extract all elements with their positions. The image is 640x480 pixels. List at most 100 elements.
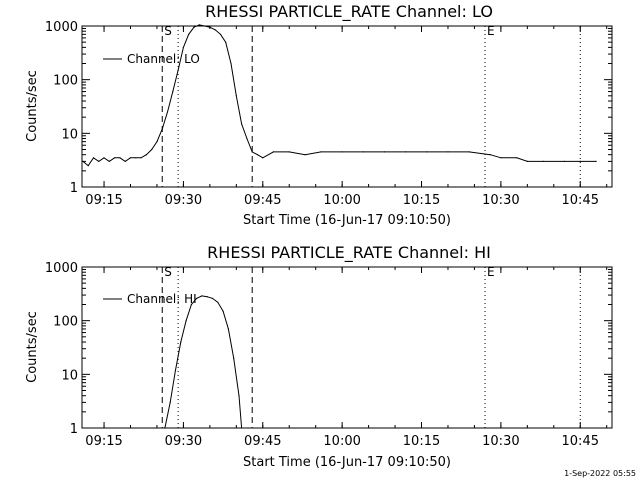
data-point-hi — [222, 310, 224, 312]
axis-ticks-hi: 09:15 09:30 09:45 10:00 10:15 10:30 10:45 1 10 10… — [45, 261, 612, 449]
marker-label-lo: S — [164, 24, 172, 38]
y-tick-label-lo: 1000 — [45, 20, 78, 35]
data-point-lo — [103, 157, 105, 159]
x-tick-label-lo: 10:15 — [403, 193, 440, 208]
data-point-lo — [209, 26, 211, 28]
data-point-lo — [246, 137, 248, 140]
data-point-hi — [238, 395, 240, 397]
data-point-lo — [82, 160, 84, 162]
data-point-lo — [262, 157, 264, 159]
data-point-lo — [241, 123, 243, 125]
y-tick-label-lo: 1 — [70, 181, 78, 196]
x-tick-label-hi: 10:30 — [482, 434, 519, 449]
y-tick-label-hi: 10 — [61, 368, 78, 383]
x-tick-label-lo: 10:45 — [562, 193, 599, 208]
data-point-hi — [164, 427, 166, 429]
plot-frame-lo — [81, 25, 613, 188]
y-axis-label-lo: Counts/sec — [25, 70, 40, 142]
data-point-lo — [500, 157, 502, 159]
chart-title-hi: RHESSI PARTICLE_RATE Channel: HI — [207, 243, 491, 263]
data-point-lo — [304, 154, 306, 156]
data-point-lo — [230, 62, 232, 65]
x-tick-label-hi: 09:15 — [85, 434, 122, 449]
x-tick-label-hi: 09:30 — [165, 434, 202, 449]
data-point-lo — [542, 160, 544, 162]
data-point-hi — [180, 341, 182, 343]
data-point-hi — [201, 295, 203, 297]
axis-ticks-lo: 09:15 09:30 09:45 10:00 10:15 10:30 10:45 1 10 10… — [45, 20, 612, 208]
data-point-lo — [156, 141, 158, 143]
data-point-hi — [227, 328, 229, 330]
data-point-hi — [169, 401, 171, 403]
data-point-lo — [145, 154, 147, 156]
data-point-lo — [235, 95, 237, 97]
data-point-lo — [166, 111, 169, 113]
data-point-lo — [188, 33, 190, 35]
y-tick-label-hi: 100 — [53, 315, 78, 330]
data-point-lo — [119, 157, 121, 159]
marker-label-hi: E — [487, 265, 495, 279]
legend-label-hi: Channel: HI — [127, 292, 197, 306]
data-point-lo — [108, 160, 110, 162]
data-point-lo — [98, 160, 100, 162]
timestamp-stamp: 1-Sep-2022 05:55 — [564, 469, 636, 478]
x-tick-label-hi: 10:00 — [323, 434, 360, 449]
x-axis-label-hi: Start Time (16-Jun-17 09:10:50) — [243, 455, 451, 470]
plot-frame-hi — [81, 266, 613, 429]
x-tick-label-lo: 09:45 — [244, 193, 281, 208]
y-tick-label-lo: 100 — [53, 74, 78, 89]
data-point-hi — [233, 357, 235, 359]
data-point-lo — [526, 160, 528, 162]
data-point-lo — [383, 151, 386, 153]
data-point-lo — [198, 24, 200, 26]
data-point-lo — [177, 69, 179, 71]
x-tick-label-hi: 10:15 — [403, 434, 440, 449]
data-point-lo — [129, 157, 132, 159]
data-point-lo — [563, 160, 566, 162]
data-point-lo — [288, 151, 290, 153]
series-line-hi — [164, 295, 243, 429]
chart-title-lo: RHESSI PARTICLE_RATE Channel: LO — [205, 2, 493, 22]
data-point-lo — [426, 151, 428, 153]
data-point-lo — [272, 151, 274, 153]
data-point-lo — [405, 151, 407, 153]
data-point-lo — [182, 46, 184, 49]
marker-label-lo: E — [487, 24, 495, 38]
y-tick-label-hi: 1 — [70, 422, 78, 437]
data-point-lo — [468, 151, 470, 153]
data-point-lo — [124, 160, 126, 162]
x-tick-label-lo: 10:00 — [323, 193, 360, 208]
data-point-lo — [579, 160, 581, 162]
data-point-lo — [161, 128, 163, 130]
data-point-lo — [193, 26, 195, 28]
data-point-lo — [204, 25, 206, 27]
data-point-hi — [190, 303, 192, 306]
data-point-lo — [225, 41, 227, 43]
data-point-lo — [516, 157, 518, 159]
data-point-hi — [211, 297, 214, 299]
x-tick-label-lo: 09:15 — [85, 193, 122, 208]
series-group-lo — [82, 24, 597, 167]
series-group-hi — [164, 295, 243, 429]
data-point-hi — [217, 301, 219, 303]
data-point-hi — [174, 369, 177, 371]
data-point-lo — [251, 151, 253, 153]
data-point-lo — [489, 154, 491, 156]
data-point-lo — [87, 165, 89, 167]
data-point-hi — [206, 296, 208, 298]
x-tick-label-hi: 10:45 — [562, 434, 599, 449]
data-point-lo — [256, 154, 259, 156]
data-point-hi — [241, 427, 243, 429]
x-tick-label-hi: 09:45 — [244, 434, 281, 449]
legend-lo: Channel: LO — [103, 52, 200, 66]
data-point-lo — [341, 151, 343, 153]
data-point-lo — [135, 157, 137, 159]
data-point-lo — [320, 151, 322, 153]
data-point-lo — [140, 157, 142, 159]
data-point-lo — [447, 151, 449, 153]
